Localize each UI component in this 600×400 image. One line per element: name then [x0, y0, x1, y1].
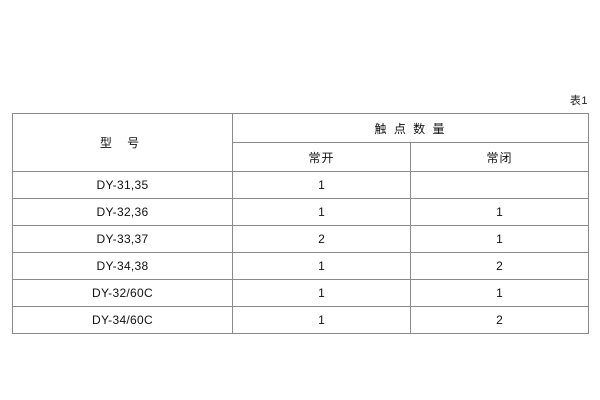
- cell-normally-open: 1: [232, 279, 411, 307]
- header-contact-quantity: 触 点 数 量: [231, 113, 590, 143]
- table-row: DY-34/60C 1 2: [12, 306, 590, 334]
- cell-normally-closed: 2: [409, 252, 590, 280]
- cell-normally-closed: 1: [409, 225, 590, 253]
- table-row: DY-32/60C 1 1: [12, 279, 590, 307]
- table-header: 型 号 触 点 数 量 常开 常闭: [12, 113, 590, 172]
- table-row: DY-34,38 1 2: [12, 252, 590, 280]
- table-caption: 表1: [569, 95, 588, 107]
- table-container: 型 号 触 点 数 量 常开 常闭 DY-31,35 1 DY-32,36 1: [12, 113, 590, 334]
- cell-normally-open: 1: [232, 171, 411, 199]
- table-header-row-1: 型 号 触 点 数 量: [12, 113, 590, 172]
- cell-normally-open: 1: [232, 252, 411, 280]
- header-model: 型 号: [12, 113, 233, 172]
- cell-model: DY-32/60C: [12, 279, 233, 307]
- cell-model: DY-33,37: [12, 225, 233, 253]
- cell-normally-closed: 1: [409, 198, 590, 226]
- header-normally-open: 常开: [232, 142, 411, 172]
- table-row: DY-31,35 1: [12, 171, 590, 199]
- cell-normally-closed: 2: [409, 306, 590, 334]
- cell-normally-open: 1: [232, 198, 411, 226]
- table-body: DY-31,35 1 DY-32,36 1 1 DY-33,37 2 1 DY-…: [12, 171, 590, 334]
- table-row: DY-33,37 2 1: [12, 225, 590, 253]
- cell-model: DY-34,38: [12, 252, 233, 280]
- contact-quantity-table: 型 号 触 点 数 量 常开 常闭 DY-31,35 1 DY-32,36 1: [12, 113, 590, 334]
- cell-normally-closed: 1: [409, 279, 590, 307]
- cell-model: DY-34/60C: [12, 306, 233, 334]
- table-header-row-2: 常开 常闭: [13, 142, 590, 172]
- table-row: DY-32,36 1 1: [12, 198, 590, 226]
- cell-normally-open: 1: [232, 306, 411, 334]
- cell-model: DY-31,35: [12, 171, 233, 199]
- cell-normally-closed: [409, 171, 590, 199]
- cell-normally-open: 2: [232, 225, 411, 253]
- header-normally-closed: 常闭: [409, 142, 590, 172]
- cell-model: DY-32,36: [12, 198, 233, 226]
